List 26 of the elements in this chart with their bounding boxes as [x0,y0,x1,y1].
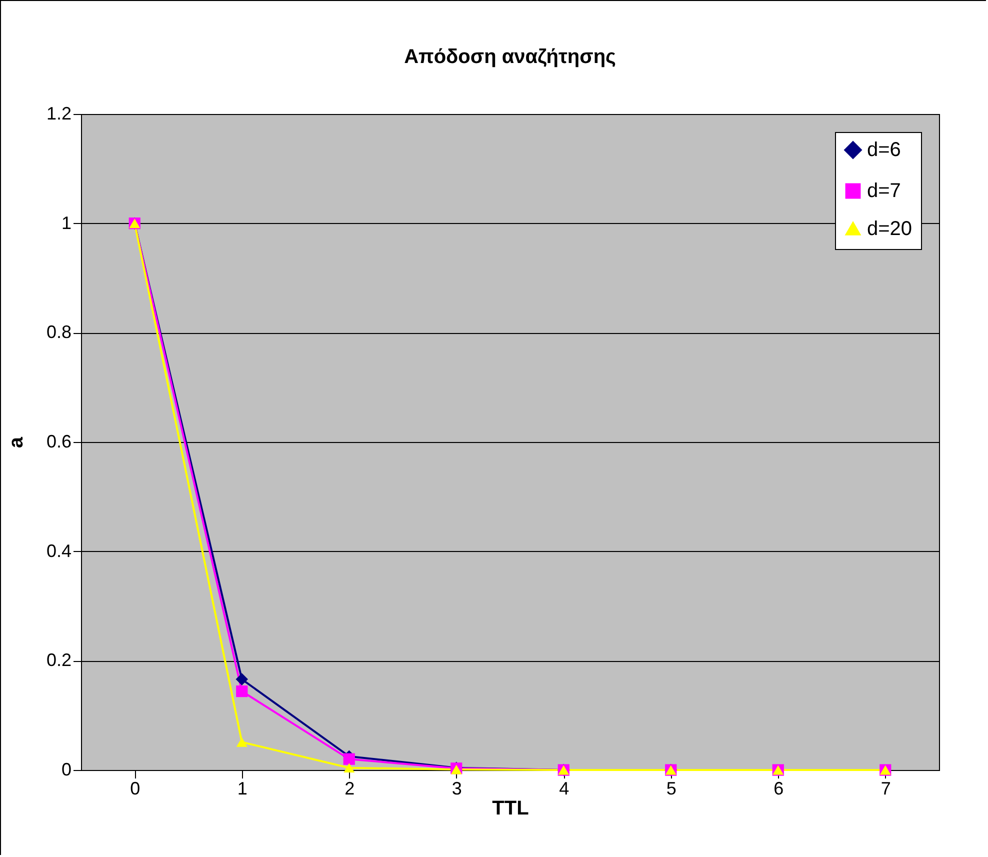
x-tick-label: 0 [130,778,140,798]
y-axis-title: a [5,436,28,448]
x-axis-title: TTL [492,798,529,820]
x-tick-label: 3 [452,778,462,798]
x-tick-label: 5 [666,778,676,798]
chart-title: Απόδοση αναζήτησης [404,46,616,68]
x-tick-label: 6 [774,778,784,798]
point [343,753,355,765]
legend-label: d=7 [867,180,901,202]
legend-label: d=6 [867,139,901,161]
y-tick-label: 0.8 [46,322,72,342]
y-tick-label: 0.6 [46,432,72,452]
legend-label: d=20 [867,218,912,240]
x-tick-label: 4 [559,778,570,798]
y-tick-label: 1.2 [46,104,72,124]
point [236,737,248,747]
y-tick-label: 0.2 [46,650,72,670]
point [344,763,355,773]
y-tick-label: 0.4 [46,540,72,561]
x-tick-label: 2 [344,778,355,798]
x-tick-label: 1 [237,778,248,798]
y-tick-label: 0 [61,760,72,780]
y-tick-label: 1 [61,212,72,233]
point [236,685,248,698]
point [236,673,248,686]
x-tick-label: 7 [880,778,891,798]
